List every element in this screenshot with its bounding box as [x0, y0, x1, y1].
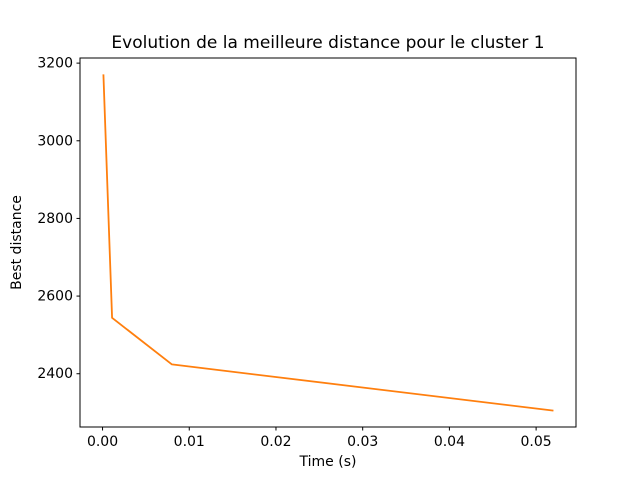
x-tick-label: 0.05	[521, 434, 552, 450]
y-tick-label: 3200	[37, 56, 73, 72]
y-tick-label: 2400	[37, 366, 73, 382]
y-tick-label: 2600	[37, 289, 73, 305]
chart-title: Evolution de la meilleure distance pour …	[111, 33, 544, 53]
x-axis-ticks: 0.00 0.01 0.02 0.03 0.04 0.05	[87, 427, 552, 450]
line-series-best-distance	[102, 74, 554, 412]
x-tick-label: 0.01	[174, 434, 205, 450]
y-axis-ticks: 2400 2600 2800 3000 3200	[37, 56, 80, 382]
x-tick-label: 0.04	[434, 434, 465, 450]
x-axis-label: Time (s)	[299, 454, 357, 470]
plot-area	[79, 57, 577, 428]
y-axis-label: Best distance	[9, 195, 25, 290]
y-tick-label: 3000	[37, 133, 73, 149]
x-tick-label: 0.00	[87, 434, 118, 450]
x-tick-label: 0.03	[347, 434, 378, 450]
x-tick-label: 0.02	[260, 434, 291, 450]
series-group	[102, 74, 554, 412]
y-tick-label: 2800	[37, 211, 73, 227]
